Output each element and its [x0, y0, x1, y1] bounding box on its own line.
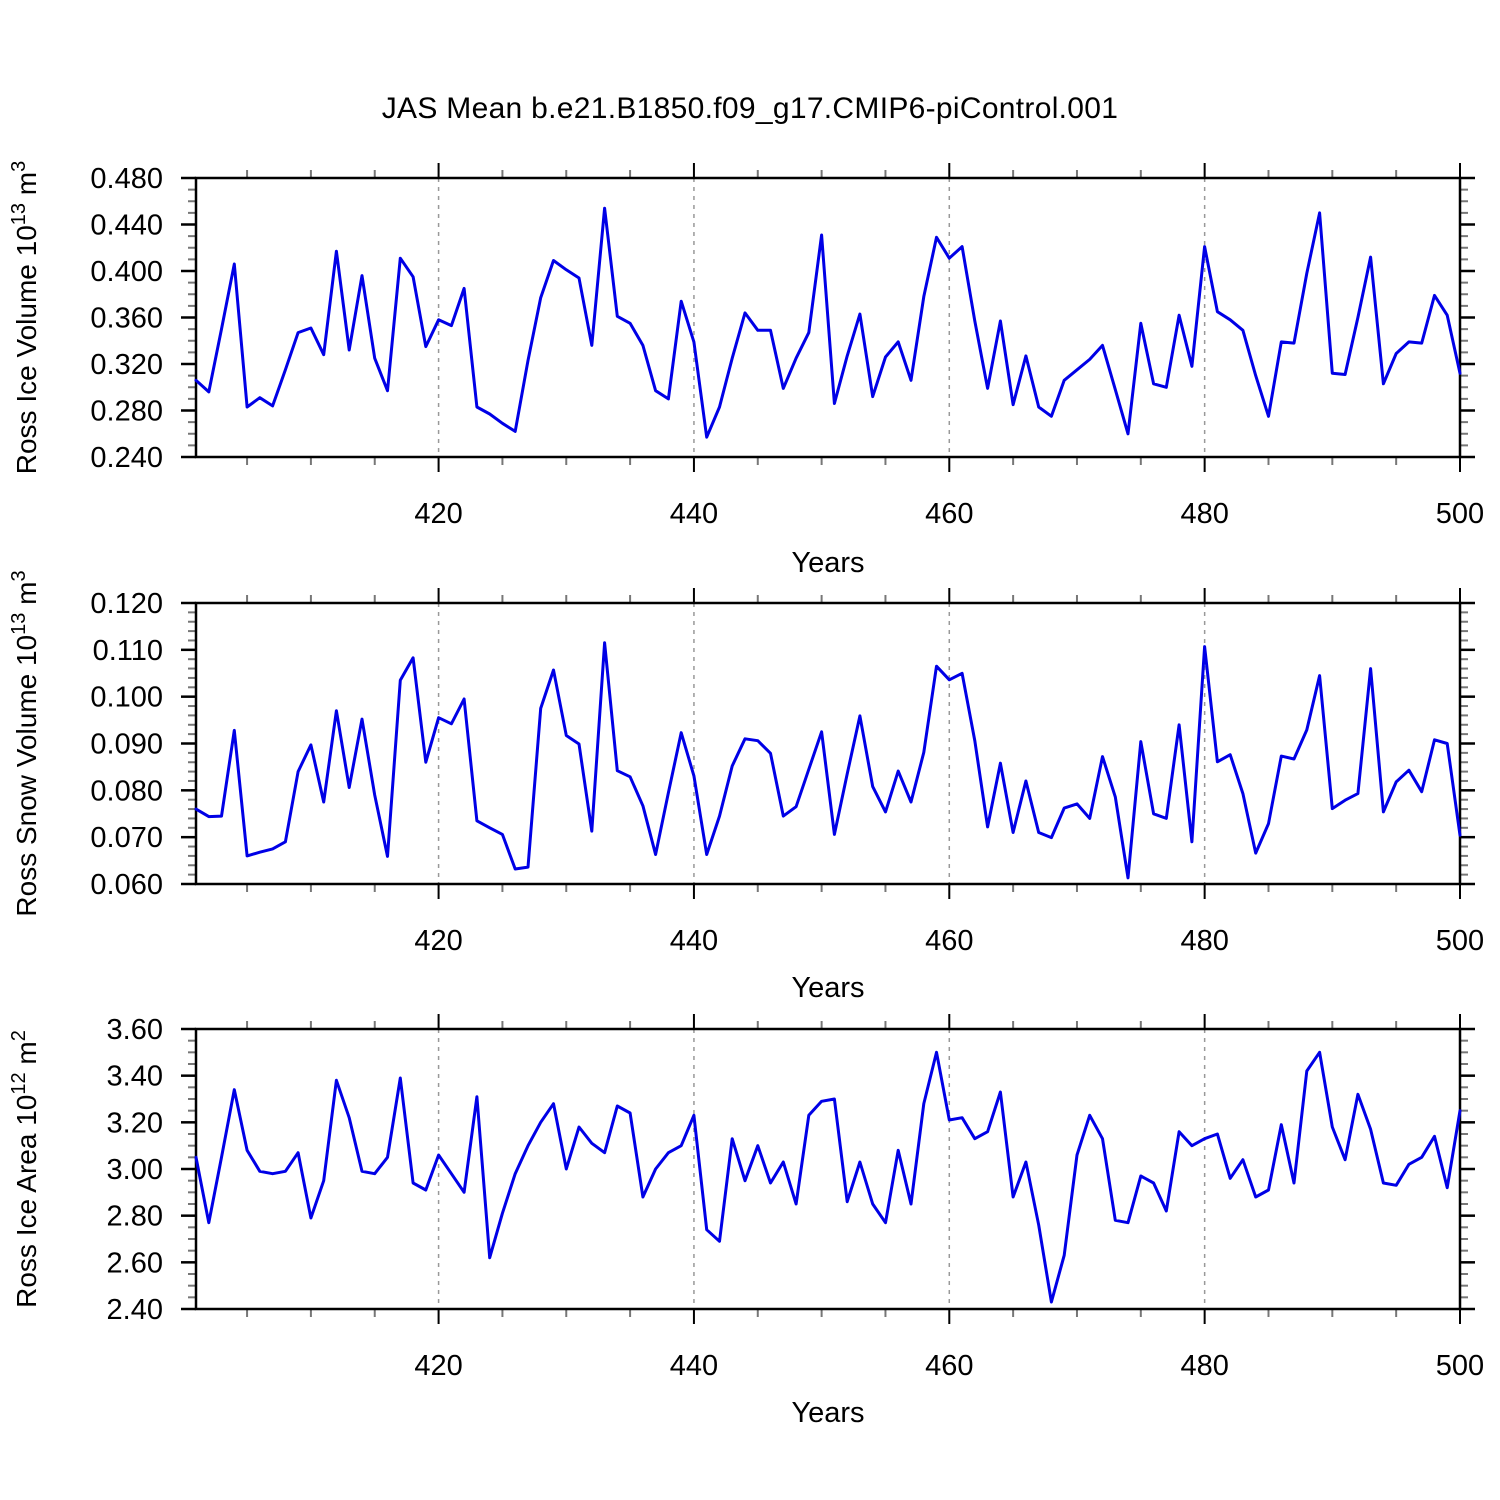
- x-tick-label: 500: [1436, 925, 1484, 957]
- series-line: [194, 206, 1462, 439]
- y-tick-label: 0.090: [90, 729, 163, 761]
- y-tick-label: 2.60: [107, 1247, 163, 1279]
- panel-ross-ice-area: 3.60 3.40 3.20 3.00 2.80 2.60 2.40 420 440 460 480…: [8, 1014, 1484, 1429]
- y-tick-label: 0.120: [90, 588, 163, 620]
- plot-border: [194, 176, 1462, 459]
- x-tick-label: 420: [414, 1350, 462, 1382]
- y-tick-label: 0.480: [90, 163, 163, 195]
- y-axis-title: Ross Ice Volume 1013 m3: [8, 161, 42, 475]
- x-tick-label: 460: [925, 1350, 973, 1382]
- panel-ross-ice-volume: 0.480 0.440 0.400 0.360 0.320 0.280 0.240 420 44…: [8, 161, 1484, 579]
- y-tick-label: 2.80: [107, 1201, 163, 1233]
- y-tick-label: 2.40: [107, 1294, 163, 1326]
- x-tick-label: 500: [1436, 1350, 1484, 1382]
- x-tick-label: 420: [414, 498, 462, 530]
- series-line: [194, 641, 1462, 880]
- y-tick-label: 0.440: [90, 210, 163, 242]
- figure-title: JAS Mean b.e21.B1850.f09_g17.CMIP6-piCon…: [381, 92, 1119, 125]
- y-tick-label: 0.110: [93, 635, 163, 667]
- y-tick-label: 0.360: [90, 303, 163, 335]
- plot-border: [194, 601, 1462, 886]
- y-tick-label: 0.060: [90, 869, 163, 901]
- y-tick-label: 0.240: [90, 442, 163, 474]
- x-tick-label: 480: [1180, 498, 1228, 530]
- x-axis-title: Years: [791, 1397, 864, 1429]
- x-tick-label: 440: [670, 1350, 718, 1382]
- y-tick-label: 0.100: [90, 682, 163, 714]
- x-tick-label: 500: [1436, 498, 1484, 530]
- panel-ross-snow-volume: 0.120 0.110 0.100 0.090 0.080 0.070 0.060 420 44…: [8, 570, 1484, 1004]
- y-tick-label: 3.20: [107, 1107, 163, 1139]
- x-tick-label: 480: [1180, 925, 1228, 957]
- x-axis-title: Years: [791, 547, 864, 579]
- y-tick-label: 3.40: [107, 1061, 163, 1093]
- x-tick-label: 420: [414, 925, 462, 957]
- y-tick-label: 0.320: [90, 349, 163, 381]
- x-tick-label: 460: [925, 498, 973, 530]
- y-axis-title: Ross Snow Volume 1013 m3: [8, 570, 42, 916]
- x-tick-label: 440: [670, 925, 718, 957]
- x-tick-label: 460: [925, 925, 973, 957]
- plot-border: [194, 1027, 1462, 1311]
- x-tick-label: 480: [1180, 1350, 1228, 1382]
- y-tick-label: 0.280: [90, 396, 163, 428]
- y-tick-label: 0.400: [90, 256, 163, 288]
- x-axis-title: Years: [791, 972, 864, 1004]
- y-tick-label: 3.60: [107, 1014, 163, 1046]
- y-tick-label: 3.00: [107, 1154, 163, 1186]
- y-tick-label: 0.070: [90, 822, 163, 854]
- y-tick-label: 0.080: [90, 775, 163, 807]
- x-tick-label: 440: [670, 498, 718, 530]
- y-axis-title: Ross Ice Area 1012 m2: [8, 1030, 42, 1308]
- series-line: [194, 1050, 1462, 1304]
